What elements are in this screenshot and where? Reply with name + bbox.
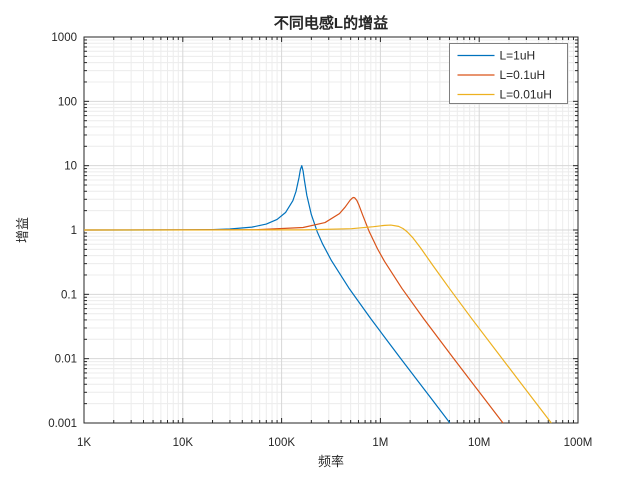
- y-tick-label: 0.001: [48, 418, 77, 430]
- series-line-2: [84, 196, 504, 424]
- x-axis-label: 频率: [318, 454, 344, 469]
- series-layer: [84, 165, 552, 424]
- x-tick-label: 10M: [468, 437, 490, 449]
- y-tick-label: 1: [71, 225, 77, 237]
- x-tick-label: 1M: [372, 437, 388, 449]
- x-tick-label: 1K: [77, 437, 91, 449]
- legend-label: L=0.1uH: [500, 68, 546, 82]
- series-line-1: [84, 165, 451, 424]
- legend-box: L=1uH L=0.1uH L=0.01uH: [449, 43, 568, 104]
- chart-title: 不同电感L的增益: [274, 14, 388, 32]
- y-tick-label: 0.1: [61, 289, 77, 301]
- y-tick-label: 10: [64, 161, 77, 173]
- series-line-3: [84, 224, 552, 424]
- y-tick-label: 0.01: [55, 354, 77, 366]
- legend-label: L=0.01uH: [500, 88, 552, 102]
- legend-label: L=1uH: [500, 49, 536, 63]
- legend-frame: [449, 43, 568, 104]
- x-tick-label: 100K: [268, 437, 295, 449]
- y-axis-label: 增益: [15, 217, 30, 243]
- axis-layer: 1K 10K 100K 1M 10M 100M 1000 100 10 1 0.1 0.01 0.001: [48, 32, 592, 449]
- y-tick-label: 1000: [51, 32, 77, 44]
- x-tick-label: 10K: [173, 437, 194, 449]
- y-tick-label: 100: [58, 96, 77, 108]
- x-tick-label: 100M: [564, 437, 593, 449]
